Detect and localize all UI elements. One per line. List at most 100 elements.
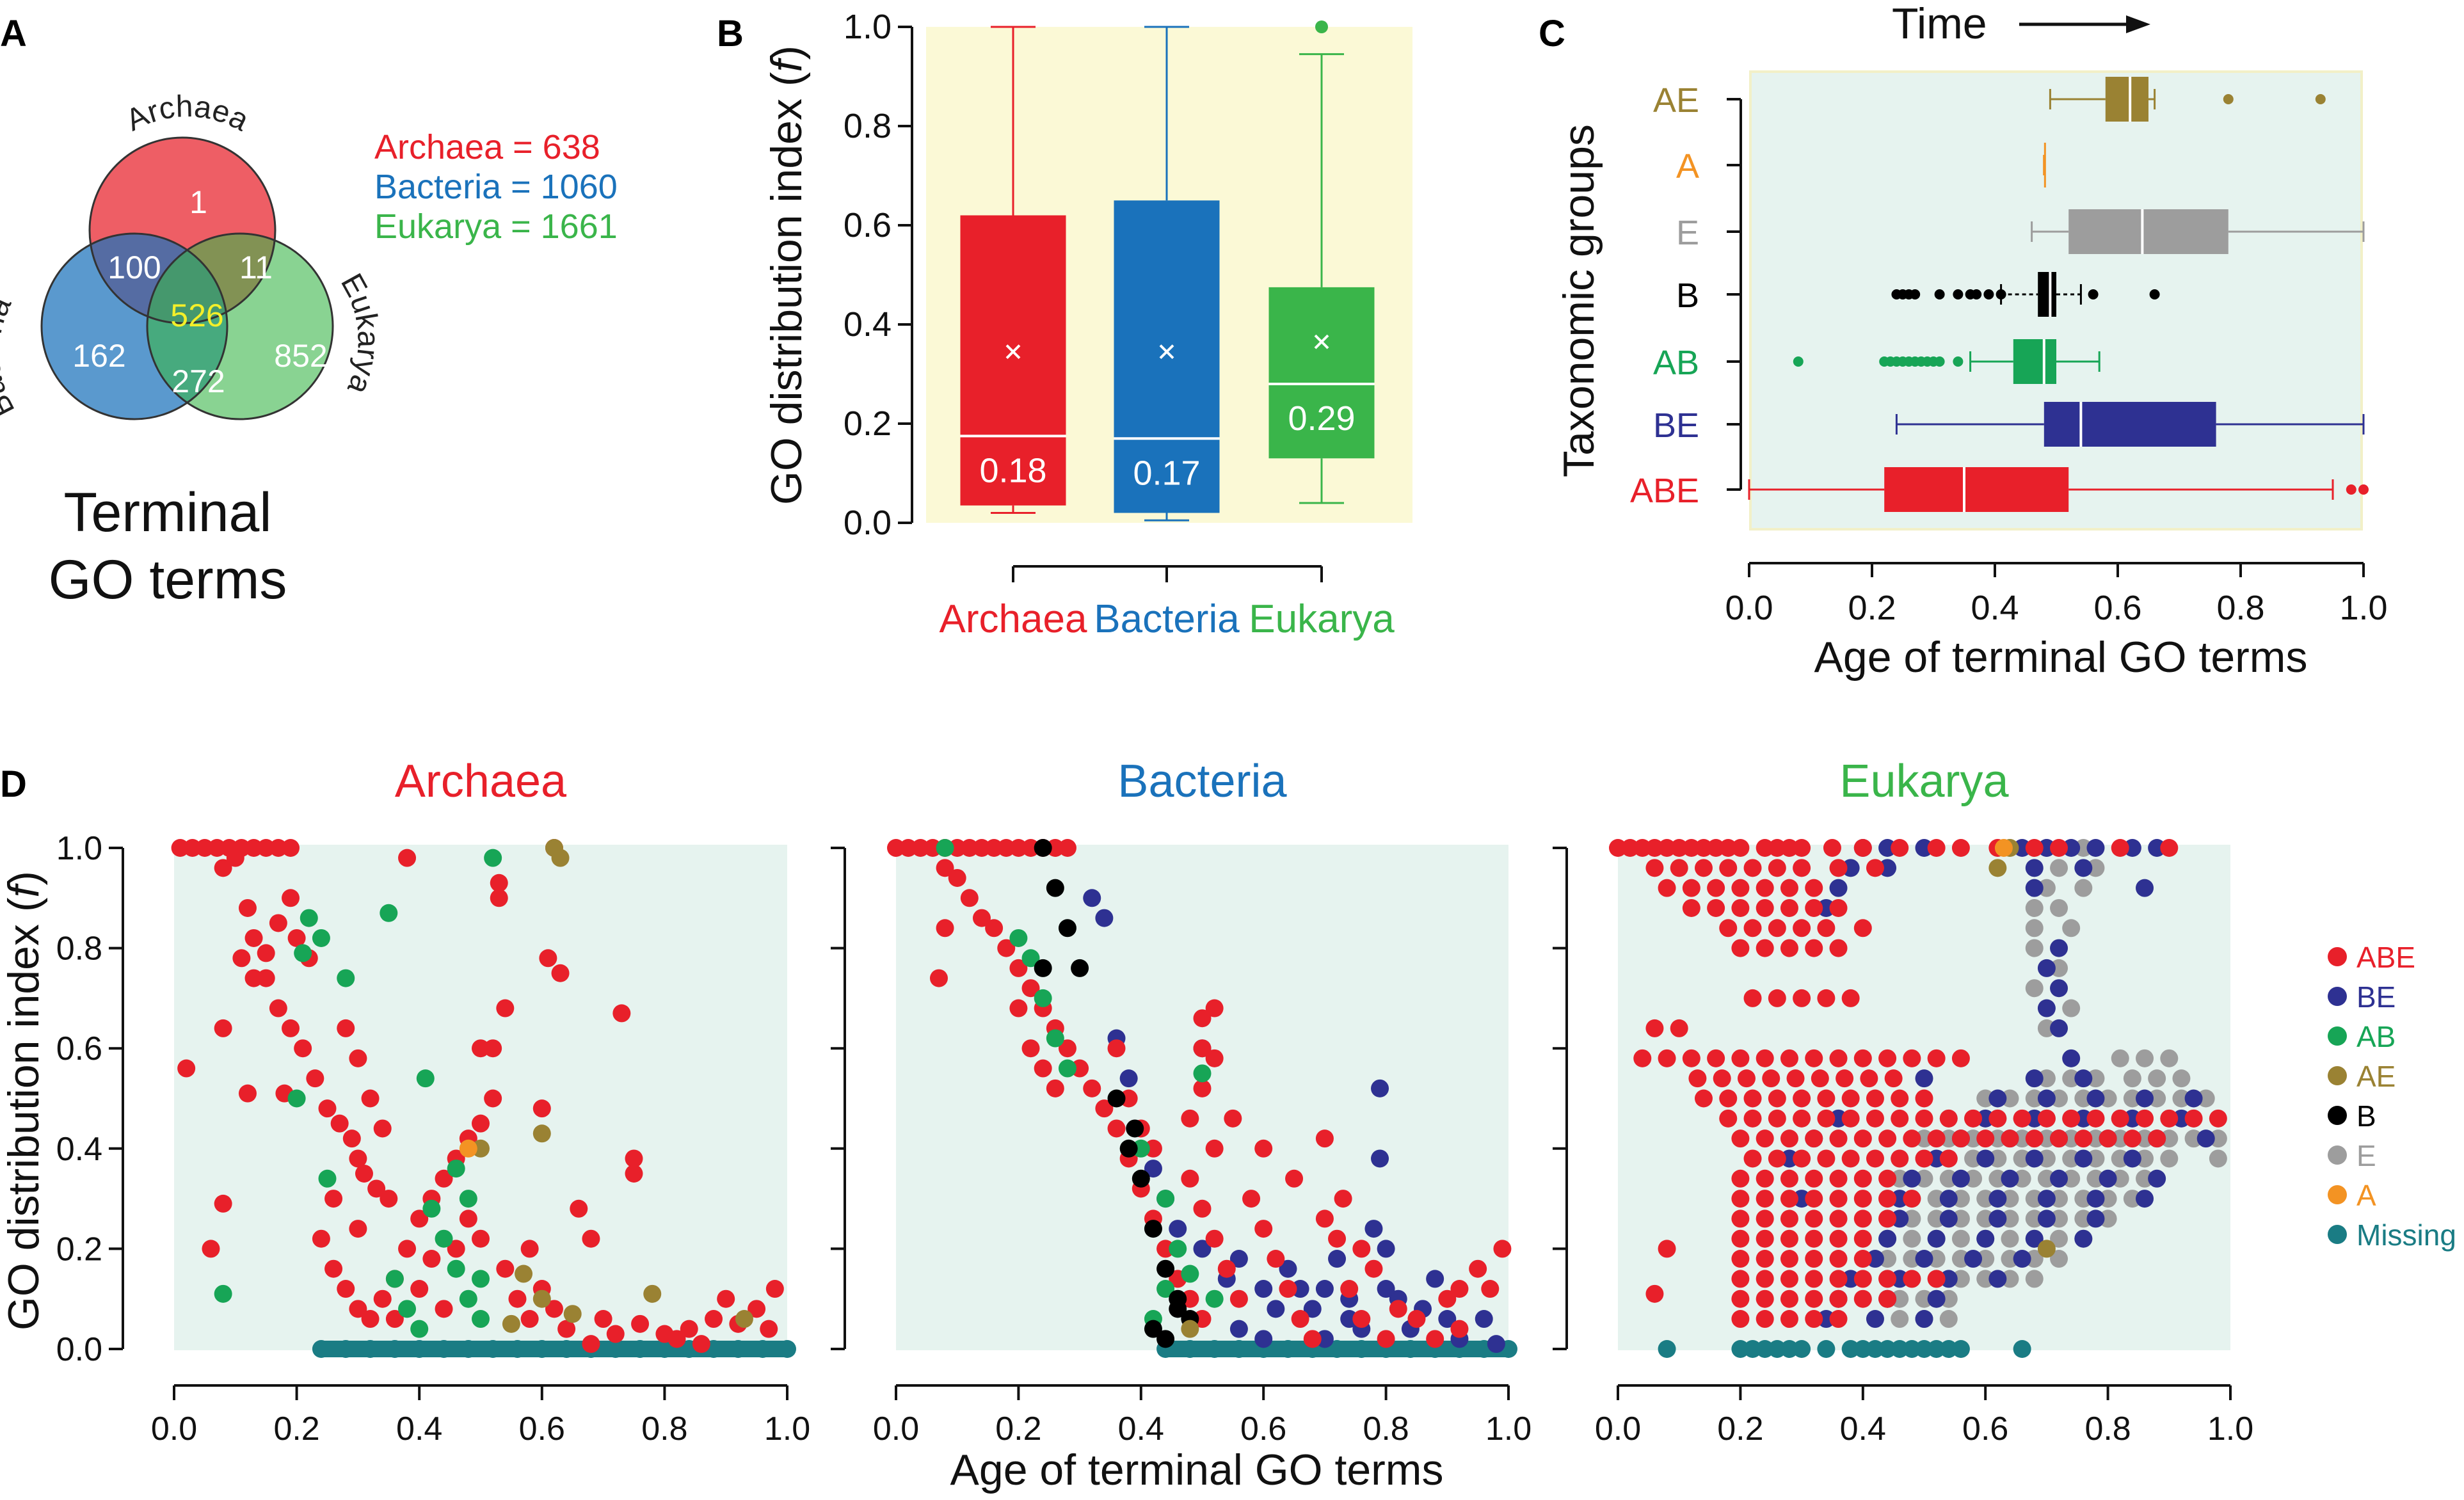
box-a	[2044, 143, 2046, 188]
data-point	[532, 1124, 551, 1143]
data-point	[1181, 1109, 1199, 1128]
data-point	[1768, 989, 1786, 1007]
data-point	[1951, 1129, 1970, 1148]
data-point	[195, 839, 214, 857]
data-point	[1756, 1229, 1774, 1248]
data-point	[887, 839, 905, 857]
y-tick-label: 1.0	[56, 830, 102, 867]
data-point	[1793, 1190, 1811, 1208]
data-point	[1829, 1310, 1848, 1328]
data-point	[1780, 898, 1798, 917]
data-point	[2074, 1190, 2093, 1208]
data-point	[410, 1209, 429, 1228]
data-point	[625, 1164, 643, 1183]
data-point	[1805, 1049, 1823, 1067]
data-point	[985, 919, 1004, 938]
data-point	[2123, 839, 2141, 857]
data-point	[1756, 1209, 1774, 1228]
outlier-point	[2315, 94, 2326, 104]
data-point	[1438, 1289, 1457, 1308]
data-point	[1132, 1169, 1150, 1188]
data-point	[1707, 1049, 1725, 1067]
data-point	[1377, 1280, 1395, 1298]
box-e	[2068, 209, 2228, 254]
data-point	[924, 839, 942, 857]
x-tick-label: 1.0	[2207, 1410, 2253, 1448]
data-point	[1670, 1019, 1688, 1037]
data-point	[1279, 1259, 1297, 1278]
x-tick-label: 0.8	[2084, 1410, 2131, 1448]
mean-marker	[1159, 344, 1174, 360]
data-point	[2136, 1169, 2154, 1188]
data-point	[361, 1310, 380, 1328]
data-point	[929, 969, 948, 987]
legend-label-e: E	[2356, 1139, 2376, 1172]
data-point	[2086, 1169, 2105, 1188]
data-point	[2037, 959, 2056, 977]
data-point	[2037, 1149, 2056, 1168]
data-point	[1364, 1220, 1383, 1238]
data-point	[2209, 1109, 2227, 1128]
data-point	[1279, 1280, 1297, 1298]
data-point	[2037, 999, 2056, 1017]
data-point	[183, 839, 202, 857]
data-point	[1731, 1340, 1750, 1358]
data-point	[2025, 1069, 2044, 1088]
data-point	[1126, 1119, 1144, 1138]
venn-count-archaea-only: 1	[189, 184, 207, 220]
data-point	[2025, 1250, 2044, 1268]
data-point	[1829, 1270, 1848, 1288]
legend-label-b: B	[2356, 1099, 2376, 1133]
data-point	[330, 1114, 349, 1133]
median-label: 0.17	[1133, 454, 1200, 492]
data-point	[1205, 1049, 1224, 1067]
data-point	[2074, 1109, 2093, 1128]
data-point	[2050, 979, 2068, 998]
data-point	[1756, 1049, 1774, 1067]
data-point	[1756, 1310, 1774, 1328]
data-point	[2123, 1129, 2141, 1148]
data-point	[1878, 1289, 1897, 1308]
data-point	[398, 1300, 417, 1318]
data-point	[1927, 1250, 1946, 1268]
data-point	[1866, 859, 1884, 877]
data-point	[2062, 1109, 2081, 1128]
venn-count-archaea-bacteria: 100	[108, 250, 161, 285]
data-point	[2160, 839, 2179, 857]
data-point	[1645, 839, 1664, 857]
data-point	[1915, 839, 1933, 857]
data-point	[1891, 1340, 1909, 1358]
data-point	[1682, 898, 1700, 917]
data-point	[1829, 1190, 1848, 1208]
data-point	[692, 1335, 710, 1353]
data-point	[472, 1139, 490, 1158]
data-point	[2025, 919, 2044, 938]
data-point	[1853, 1169, 1872, 1188]
data-point	[2184, 1109, 2203, 1128]
data-point	[948, 839, 966, 857]
data-point	[2123, 1149, 2141, 1168]
data-point	[1254, 1220, 1273, 1238]
data-point	[1878, 839, 1897, 857]
data-point	[1964, 1250, 1983, 1268]
data-point	[1034, 959, 1052, 977]
data-point	[1719, 1109, 1738, 1128]
data-point	[1756, 1289, 1774, 1308]
data-point	[1144, 1320, 1162, 1338]
data-point	[1976, 1129, 1995, 1148]
data-point	[502, 1314, 520, 1333]
data-point	[1805, 1169, 1823, 1188]
data-point	[1866, 1250, 1884, 1268]
data-point	[294, 944, 312, 962]
series-b	[1034, 839, 1199, 1348]
outlier-point	[1934, 289, 1945, 299]
data-point	[1707, 898, 1725, 917]
data-point	[1481, 1280, 1500, 1298]
data-point	[2025, 1149, 2044, 1168]
outlier-point	[1953, 356, 1964, 367]
data-point	[680, 1320, 698, 1338]
data-point	[1805, 1209, 1823, 1228]
data-point	[269, 914, 287, 932]
data-point	[287, 1089, 306, 1108]
